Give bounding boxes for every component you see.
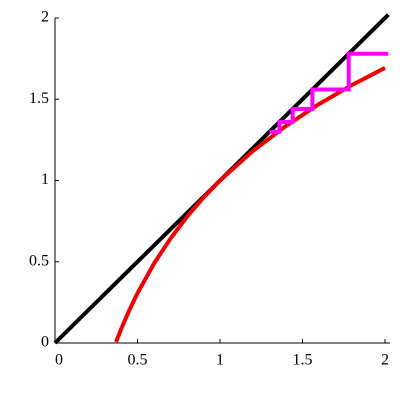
x-tick-label: 0.5: [128, 352, 148, 369]
y-tick-label: 1.5: [29, 90, 49, 107]
y-tick-label: 2: [41, 9, 49, 26]
series-line: [269, 51, 389, 134]
y-tick-label: 1: [41, 171, 49, 188]
x-tick-label: 2: [381, 352, 389, 369]
y-tick-label: 0.5: [29, 252, 49, 269]
y-tick-label: 0: [41, 334, 49, 351]
x-tick-label: 0: [55, 352, 63, 369]
series-line: [114, 66, 386, 343]
x-tick-label: 1: [216, 352, 224, 369]
x-tick-label: 1.5: [293, 352, 313, 369]
